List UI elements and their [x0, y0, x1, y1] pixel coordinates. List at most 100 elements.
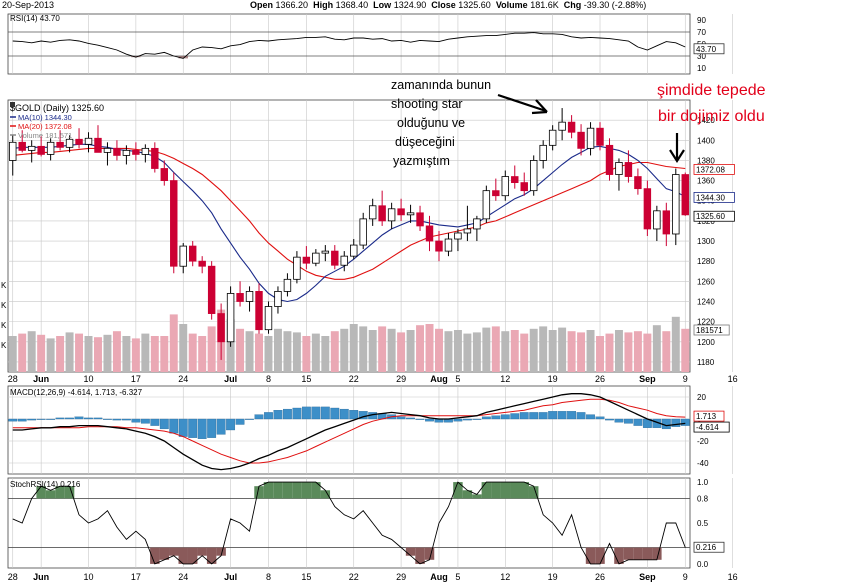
- price-tick-label-10: 1220: [697, 318, 715, 327]
- volume-bar: [662, 331, 671, 372]
- candle-body: [586, 127, 595, 149]
- stochrsi-tick-label-1: 0.8: [697, 494, 709, 503]
- candle-body: [312, 252, 320, 264]
- annotation-black-line-4: düşeceğini: [395, 135, 455, 149]
- volume-bar: [529, 328, 538, 372]
- bottom-x-tick-3: 17: [131, 572, 141, 582]
- price-x-tick-1: Jun: [33, 374, 49, 384]
- volume-bar: [160, 336, 169, 372]
- macd-histogram-bar: [406, 417, 415, 420]
- macd-signal-value-label-box: [693, 410, 725, 422]
- ma20-line: [12, 147, 686, 280]
- candle-body: [18, 141, 26, 151]
- macd-histogram-bar: [27, 418, 37, 421]
- volume-axis-label-2: K: [1, 321, 7, 330]
- macd-histogram-bar: [510, 413, 520, 420]
- macd-histogram-bar: [680, 418, 690, 426]
- macd-histogram-bar: [633, 418, 643, 426]
- volume-bar: [273, 328, 282, 372]
- stochrsi-oversold-fill: [178, 547, 188, 564]
- stochrsi-oversold-fill: [159, 547, 170, 560]
- candle-body: [662, 210, 671, 235]
- candle-body: [37, 145, 45, 155]
- bottom-x-tick-1: Jun: [33, 572, 49, 582]
- candle-body: [397, 208, 405, 216]
- stochrsi-oversold-fill: [424, 547, 435, 560]
- stochrsi-oversold-fill: [642, 547, 653, 560]
- volume-bar: [596, 336, 604, 372]
- candle-body: [170, 180, 178, 267]
- macd-histogram-bar: [605, 418, 614, 421]
- candle-body: [567, 121, 576, 133]
- volume-bar: [84, 336, 93, 372]
- stochrsi-overbought-fill: [45, 490, 56, 499]
- volume-bar: [406, 330, 415, 372]
- high-value: 1368.40: [335, 0, 369, 10]
- volume-bar: [643, 333, 652, 372]
- candle-body: [368, 205, 377, 220]
- candle-body: [378, 205, 386, 222]
- volume-bar: [264, 336, 273, 372]
- volume-bar: [359, 326, 368, 372]
- stochrsi-overbought-fill: [263, 482, 274, 499]
- volume-bar: [207, 326, 216, 372]
- volume-axis-label-1: K: [1, 301, 7, 310]
- volume-bar: [472, 332, 481, 372]
- volume-bar: [27, 331, 36, 372]
- candle-body: [217, 313, 225, 343]
- macd-histogram-bar: [197, 418, 207, 439]
- stochrsi-value-label-box: [693, 541, 725, 553]
- rsi-panel-frame: [7, 13, 691, 75]
- rsi-line: [12, 32, 686, 59]
- macd-histogram-bar: [74, 416, 84, 420]
- macd-histogram-bar: [576, 412, 586, 420]
- price-x-tick-0: 28: [8, 374, 18, 384]
- candle-body: [454, 232, 462, 240]
- stochrsi-overbought-fill: [282, 482, 293, 499]
- stochrsi-overbought-fill: [510, 482, 520, 499]
- rsi-tick-label-4: 10: [697, 64, 706, 73]
- candle-body: [643, 188, 652, 230]
- volume-bar: [198, 336, 207, 372]
- annotation-black-arrow-shaft: [497, 93, 547, 113]
- candle-body: [416, 212, 424, 227]
- volume-bar: [75, 333, 84, 372]
- volume-bar: [236, 328, 245, 372]
- bottom-x-tick-11: 5: [455, 572, 460, 582]
- candle-body: [406, 212, 415, 216]
- macd-histogram-bar: [595, 416, 605, 420]
- volume-bar: [283, 331, 292, 372]
- price-x-tick-16: 9: [683, 374, 688, 384]
- volume-bar: [681, 328, 690, 372]
- macd-histogram-bar: [567, 411, 577, 420]
- candle-body: [302, 256, 311, 264]
- volume-bar: [141, 333, 150, 372]
- macd-histogram-bar: [339, 408, 349, 420]
- price-x-tick-12: 12: [500, 374, 510, 384]
- bottom-x-tick-10: Aug: [430, 572, 448, 582]
- macd-histogram-bar: [65, 417, 74, 420]
- candle-body: [529, 160, 538, 192]
- candle-body: [283, 278, 292, 292]
- candle-body: [624, 162, 633, 177]
- candle-body: [151, 147, 159, 169]
- candle-body: [293, 256, 301, 280]
- volume-bar: [586, 330, 595, 372]
- macd-line: [12, 393, 686, 471]
- bottom-x-tick-17: 16: [728, 572, 738, 582]
- volume-bar: [624, 332, 633, 372]
- stochrsi-oversold-fill: [614, 547, 624, 564]
- stochrsi-oversold-fill: [187, 547, 198, 564]
- macd-histogram-bar: [548, 411, 558, 420]
- volume-bar: [349, 324, 358, 372]
- candle-body: [482, 190, 491, 220]
- volume-bar: [633, 331, 642, 372]
- candle-body: [274, 291, 282, 307]
- price-x-tick-10: Aug: [430, 374, 448, 384]
- macd-histogram-bar: [614, 418, 624, 423]
- volume-bar: [302, 336, 311, 372]
- stochrsi-overbought-fill: [311, 482, 321, 499]
- macd-histogram-bar: [207, 418, 217, 438]
- candle-body: [539, 144, 547, 161]
